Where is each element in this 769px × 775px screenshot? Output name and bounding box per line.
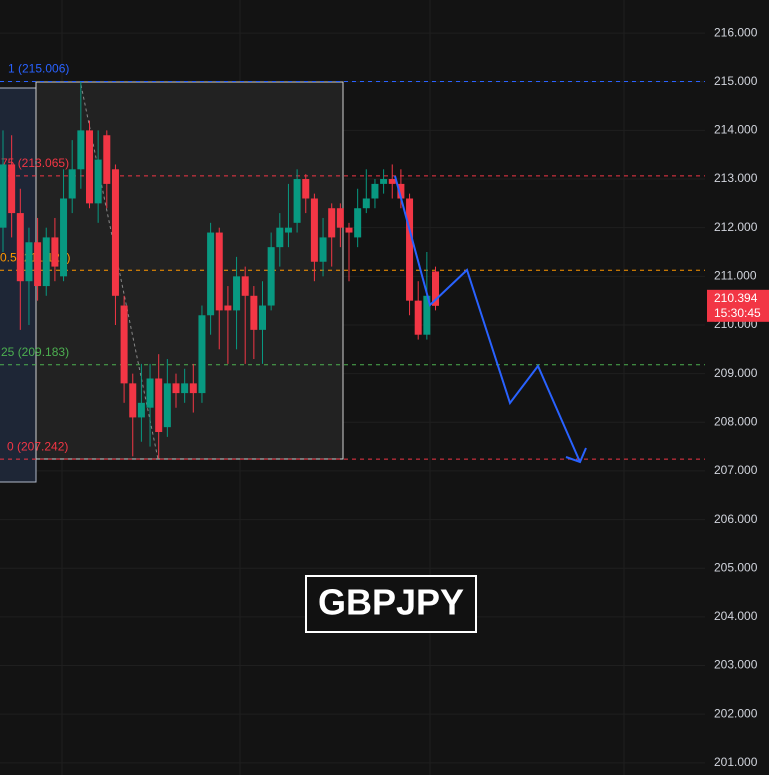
fib-label: 0 (207.242): [7, 439, 68, 453]
candle-body: [94, 159, 102, 204]
candle-body: [155, 378, 163, 433]
candle-body: [293, 179, 301, 223]
candle-body: [241, 276, 249, 296]
candle-body: [336, 208, 344, 228]
candle-body: [25, 242, 33, 282]
candle-body: [111, 169, 119, 296]
y-tick-label: 213.000: [714, 171, 758, 185]
fib-label: 0.75 (213.065): [0, 156, 69, 170]
price-tag: [707, 289, 769, 322]
candle-body: [423, 295, 431, 335]
range-box: [0, 87, 37, 483]
price-axis: 201.000 202.000 203.000 204.000 205.000 206.0…: [707, 25, 769, 769]
candle-body: [215, 232, 223, 311]
candle-body: [181, 383, 189, 394]
candle-body: [16, 213, 24, 282]
fib-label: 1 (215.006): [8, 62, 69, 76]
y-tick-label: 201.000: [714, 755, 758, 769]
candle-body: [34, 242, 42, 287]
candle-body: [310, 198, 318, 262]
y-tick-label: 205.000: [714, 560, 758, 574]
candle-body: [406, 198, 414, 301]
candle-body: [380, 179, 388, 184]
y-tick-label: 207.000: [714, 463, 758, 477]
candle-body: [207, 232, 215, 316]
y-tick-label: 203.000: [714, 658, 758, 672]
y-tick-label: 209.000: [714, 366, 758, 380]
candle-body: [267, 247, 275, 306]
candle-body: [302, 179, 310, 199]
candle-body: [250, 295, 258, 330]
candle-body: [0, 164, 7, 228]
candle-body: [198, 315, 206, 394]
candle-body: [224, 305, 232, 311]
candle-body: [163, 383, 171, 428]
candle-body: [371, 183, 379, 199]
candle-body: [103, 135, 111, 184]
y-tick-label: 202.000: [714, 706, 758, 720]
candle-body: [345, 227, 353, 233]
symbol: GBPJPY: [318, 582, 464, 623]
y-tick-label: 214.000: [714, 123, 758, 137]
candle-body: [8, 164, 16, 214]
y-tick-label: 215.000: [714, 74, 758, 88]
y-tick-label: 216.000: [714, 25, 758, 39]
y-tick-label: 204.000: [714, 609, 758, 623]
y-tick-label: 212.000: [714, 220, 758, 234]
candle-body: [77, 130, 85, 170]
candle-body: [60, 198, 68, 277]
last-price: 210.394: [714, 291, 758, 305]
candle-body: [276, 227, 284, 248]
candle-body: [42, 237, 50, 287]
candle-body: [137, 402, 145, 418]
candle-body: [189, 383, 197, 394]
trend-line: [80, 84, 159, 460]
y-tick-label: 211.000: [714, 269, 757, 283]
y-tick-label: 206.000: [714, 512, 758, 526]
candle-body: [233, 276, 241, 311]
candle-body: [414, 300, 422, 335]
candle-body: [259, 305, 266, 330]
symbol-box: [305, 575, 477, 633]
candle-body: [354, 208, 362, 238]
candle-body: [284, 227, 292, 233]
y-tick-label: 208.000: [714, 414, 758, 428]
candle-body: [68, 169, 76, 199]
candle-body: [397, 183, 405, 199]
candle-body: [328, 208, 336, 238]
candle-body: [172, 383, 180, 394]
candle-body: [388, 179, 396, 184]
projection-arrow: [565, 447, 587, 464]
candle-body: [86, 130, 93, 204]
candle-body: [120, 305, 128, 384]
candle-body: [432, 271, 439, 306]
countdown: 15:30:45: [714, 306, 761, 320]
projection-path: [394, 175, 581, 463]
candle-body: [319, 237, 327, 262]
candle-body: [51, 237, 59, 267]
candles: [0, 81, 439, 459]
fib-label: 0.25 (209.183): [0, 345, 69, 359]
candle-body: [129, 383, 137, 418]
candle-body: [362, 198, 370, 209]
candle-body: [146, 378, 154, 408]
